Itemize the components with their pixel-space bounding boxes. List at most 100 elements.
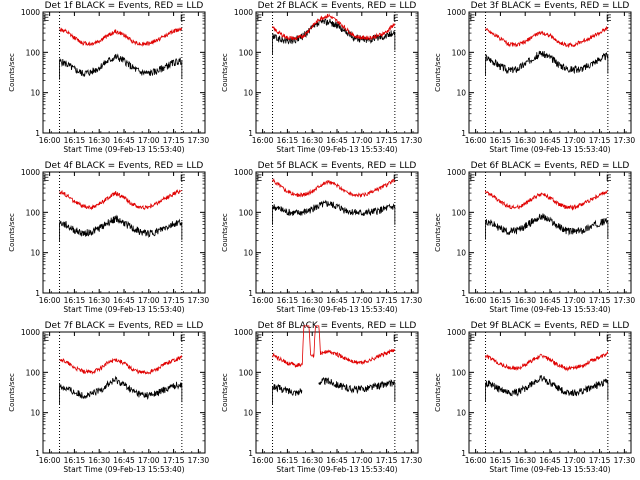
x-tick-label: 17:00 <box>351 456 373 465</box>
y-tick-label: 1000 <box>447 8 466 17</box>
events-series-line <box>272 199 396 217</box>
interval-marker-label: E <box>180 334 186 344</box>
x-tick-label: 17:00 <box>351 136 373 145</box>
x-tick-label: 17:15 <box>376 456 398 465</box>
events-series-line <box>272 18 396 45</box>
y-tick-label: 1000 <box>234 168 253 177</box>
x-axis-label: Start Time (09-Feb-13 15:53:40) <box>63 305 184 314</box>
x-tick-label: 17:15 <box>376 296 398 305</box>
plot-title: Det 8f BLACK = Events, RED = LLD <box>258 321 417 331</box>
plot-title: Det 5f BLACK = Events, RED = LLD <box>258 161 417 171</box>
interval-marker-label: E <box>606 334 612 344</box>
x-axis-label: Start Time (09-Feb-13 15:53:40) <box>276 305 397 314</box>
plot-title: Det 3f BLACK = Events, RED = LLD <box>471 1 630 11</box>
y-tick-label: 10 <box>456 409 466 418</box>
y-tick-label: 100 <box>452 208 467 217</box>
interval-marker-label: E <box>180 14 186 24</box>
interval-marker-label: E <box>470 14 476 24</box>
x-tick-label: 16:15 <box>277 296 299 305</box>
interval-marker-label: E <box>180 174 186 184</box>
x-tick-label: 17:30 <box>614 296 636 305</box>
plot-title: Det 1f BLACK = Events, RED = LLD <box>45 1 204 11</box>
lld-series-line <box>59 188 183 211</box>
y-tick-label: 1000 <box>234 8 253 17</box>
x-tick-label: 17:30 <box>401 456 423 465</box>
x-tick-label: 16:15 <box>490 136 512 145</box>
x-tick-label: 16:45 <box>113 296 135 305</box>
x-tick-label: 17:00 <box>564 296 586 305</box>
plot-frame <box>468 11 632 134</box>
interval-marker-label: E <box>44 334 50 344</box>
interval-marker-label: E <box>606 14 612 24</box>
lld-series-line <box>59 27 183 47</box>
x-axis-label: Start Time (09-Feb-13 15:53:40) <box>63 465 184 474</box>
interval-marker-label: E <box>44 174 50 184</box>
interval-marker-label: E <box>257 14 263 24</box>
x-tick-label: 16:45 <box>326 456 348 465</box>
x-tick-label: 16:15 <box>277 456 299 465</box>
x-tick-label: 17:15 <box>163 296 185 305</box>
y-tick-label: 100 <box>239 48 254 57</box>
lld-series-line <box>485 190 609 211</box>
y-tick-label: 1 <box>248 129 253 138</box>
plot-frame <box>255 11 419 134</box>
x-tick-label: 16:15 <box>64 296 86 305</box>
y-axis-label: Counts/sec <box>434 373 442 412</box>
x-axis-label: Start Time (09-Feb-13 15:53:40) <box>63 145 184 154</box>
y-tick-label: 100 <box>239 368 254 377</box>
y-axis-label: Counts/sec <box>434 213 442 252</box>
interval-marker-label: E <box>470 334 476 344</box>
interval-marker-label: E <box>44 14 50 24</box>
y-tick-label: 1 <box>461 449 466 458</box>
y-tick-label: 10 <box>30 409 40 418</box>
y-tick-label: 1000 <box>21 328 40 337</box>
y-tick-label: 1 <box>35 289 40 298</box>
x-tick-label: 16:15 <box>490 456 512 465</box>
x-tick-label: 17:30 <box>401 296 423 305</box>
y-tick-label: 1 <box>35 449 40 458</box>
y-tick-label: 1000 <box>447 328 466 337</box>
x-tick-label: 16:15 <box>490 296 512 305</box>
lld-series-line <box>272 178 395 199</box>
y-tick-label: 100 <box>452 368 467 377</box>
x-tick-label: 17:15 <box>376 136 398 145</box>
x-tick-label: 17:00 <box>564 136 586 145</box>
x-axis-label: Start Time (09-Feb-13 15:53:40) <box>489 465 610 474</box>
y-tick-label: 1 <box>461 129 466 138</box>
interval-marker-label: E <box>606 174 612 184</box>
x-tick-label: 17:30 <box>401 136 423 145</box>
x-tick-label: 17:30 <box>188 136 210 145</box>
x-tick-label: 16:45 <box>539 456 561 465</box>
x-tick-label: 16:30 <box>301 136 323 145</box>
x-tick-label: 16:30 <box>88 456 110 465</box>
x-tick-label: 17:15 <box>589 136 611 145</box>
x-tick-label: 16:00 <box>39 136 61 145</box>
x-tick-label: 17:00 <box>138 136 160 145</box>
events-series-line <box>318 376 396 395</box>
x-axis-label: Start Time (09-Feb-13 15:53:40) <box>489 145 610 154</box>
y-axis-label: Counts/sec <box>221 213 229 252</box>
plot-title: Det 7f BLACK = Events, RED = LLD <box>45 321 204 331</box>
x-tick-label: 16:15 <box>64 456 86 465</box>
events-series-line <box>59 375 183 400</box>
x-tick-label: 16:30 <box>514 136 536 145</box>
x-tick-label: 16:30 <box>514 456 536 465</box>
interval-marker-label: E <box>470 174 476 184</box>
x-tick-label: 16:45 <box>539 296 561 305</box>
x-tick-label: 16:45 <box>539 136 561 145</box>
plot-frame <box>468 171 632 294</box>
x-tick-label: 17:00 <box>351 296 373 305</box>
y-tick-label: 10 <box>456 249 466 258</box>
y-axis-label: Counts/sec <box>221 53 229 92</box>
y-tick-label: 1 <box>248 449 253 458</box>
events-series-line <box>59 53 183 78</box>
plot-title: Det 6f BLACK = Events, RED = LLD <box>471 161 630 171</box>
y-axis-label: Counts/sec <box>8 373 16 412</box>
x-tick-label: 17:15 <box>589 296 611 305</box>
x-tick-label: 16:00 <box>252 136 274 145</box>
events-series-line <box>59 214 183 239</box>
x-tick-label: 17:30 <box>614 456 636 465</box>
y-tick-label: 100 <box>26 368 41 377</box>
interval-marker-label: E <box>393 334 399 344</box>
